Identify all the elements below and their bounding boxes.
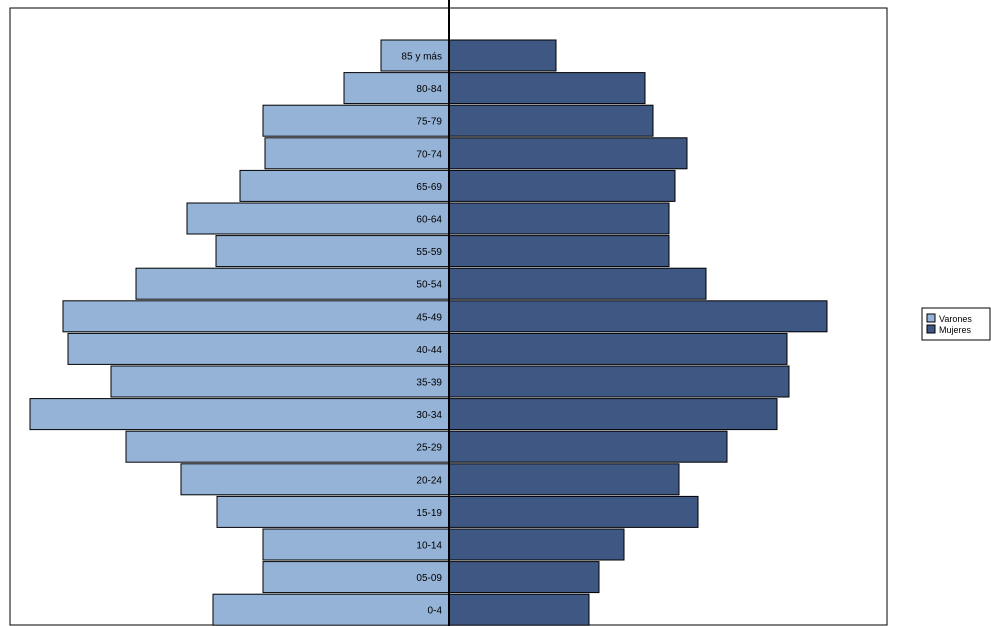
category-label-45-49: 45-49 xyxy=(416,312,442,323)
bar-mujeres-05-09 xyxy=(448,561,600,594)
category-label-40-44: 40-44 xyxy=(416,345,442,356)
bar-varones-75-79 xyxy=(262,104,450,137)
bar-varones-30-34 xyxy=(29,398,450,431)
bar-mujeres-75-79 xyxy=(448,104,654,137)
bar-mujeres-15-19 xyxy=(448,495,699,528)
category-label-80-84: 80-84 xyxy=(416,84,442,95)
bar-mujeres-45-49 xyxy=(448,300,828,333)
category-label-20-24: 20-24 xyxy=(416,475,442,486)
category-label-30-34: 30-34 xyxy=(416,410,442,421)
bar-varones-40-44 xyxy=(67,332,450,365)
bar-varones-20-24 xyxy=(180,463,450,496)
category-label-05-09: 05-09 xyxy=(416,573,442,584)
bar-mujeres-70-74 xyxy=(448,137,688,170)
bar-mujeres-20-24 xyxy=(448,463,680,496)
category-label-70-74: 70-74 xyxy=(416,149,442,160)
bar-mujeres-80-84 xyxy=(448,72,646,105)
bar-mujeres-30-34 xyxy=(448,398,778,431)
legend-swatch-varones xyxy=(926,313,936,323)
category-label-35-39: 35-39 xyxy=(416,378,442,389)
bar-varones-85-y-m-s xyxy=(380,39,450,72)
bar-mujeres-10-14 xyxy=(448,528,625,561)
bar-varones-35-39 xyxy=(110,365,450,398)
bar-mujeres-50-54 xyxy=(448,267,707,300)
category-label-15-19: 15-19 xyxy=(416,508,442,519)
bar-varones-0-4 xyxy=(212,593,450,626)
legend-label-varones: Varones xyxy=(939,314,972,324)
legend-label-mujeres: Mujeres xyxy=(939,325,972,335)
bar-mujeres-35-39 xyxy=(448,365,790,398)
bar-varones-60-64 xyxy=(186,202,450,235)
bar-mujeres-40-44 xyxy=(448,332,788,365)
bar-varones-15-19 xyxy=(216,495,450,528)
category-label-85-y-m-s: 85 y más xyxy=(401,52,442,63)
bar-varones-55-59 xyxy=(215,235,450,268)
bar-varones-25-29 xyxy=(125,430,450,463)
bar-varones-50-54 xyxy=(135,267,450,300)
category-labels: 85 y más 80-84 75-79 70-74 65-69 60-64 55-59 50… xyxy=(401,52,442,617)
category-label-25-29: 25-29 xyxy=(416,443,442,454)
category-label-55-59: 55-59 xyxy=(416,247,442,258)
bar-mujeres-0-4 xyxy=(448,593,590,626)
bar-varones-70-74 xyxy=(264,137,450,170)
category-label-50-54: 50-54 xyxy=(416,280,442,291)
bar-mujeres-85-y-m-s xyxy=(448,39,557,72)
bar-mujeres-25-29 xyxy=(448,430,728,463)
category-label-65-69: 65-69 xyxy=(416,182,442,193)
category-label-10-14: 10-14 xyxy=(416,541,442,552)
bar-mujeres-65-69 xyxy=(448,169,676,202)
category-label-75-79: 75-79 xyxy=(416,117,442,128)
bar-varones-65-69 xyxy=(239,169,450,202)
legend-swatch-mujeres xyxy=(926,324,936,334)
category-label-0-4: 0-4 xyxy=(428,606,443,617)
category-label-60-64: 60-64 xyxy=(416,215,442,226)
bar-varones-05-09 xyxy=(262,561,450,594)
bar-mujeres-60-64 xyxy=(448,202,670,235)
bar-mujeres-55-59 xyxy=(448,235,670,268)
legend-box xyxy=(921,307,991,341)
bar-varones-45-49 xyxy=(62,300,450,333)
